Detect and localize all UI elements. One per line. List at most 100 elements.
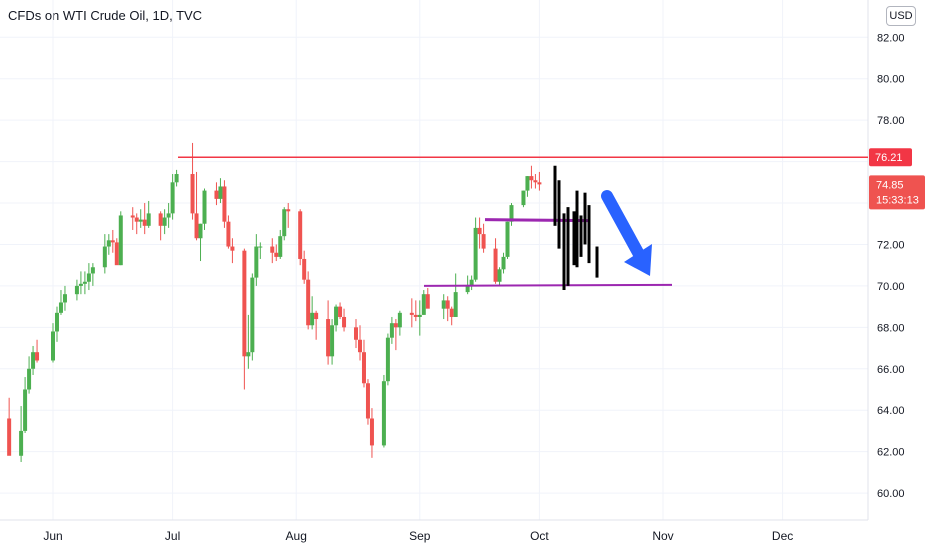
candle: [158, 211, 163, 241]
candle-body: [242, 250, 247, 357]
candle: [194, 171, 199, 241]
candle-body: [274, 252, 279, 257]
candle-body: [413, 314, 418, 317]
y-tick-label: 62.00: [877, 447, 905, 459]
candle: [278, 229, 283, 259]
candle: [425, 287, 430, 309]
candle: [142, 203, 147, 235]
countdown-label: 15:33:13: [876, 194, 919, 206]
candle: [481, 223, 486, 253]
candle-body: [389, 323, 394, 338]
candle-body: [134, 217, 139, 222]
candle: [338, 302, 343, 320]
candle: [51, 323, 55, 363]
candle: [286, 203, 291, 228]
candle-body: [501, 256, 506, 270]
candle: [525, 176, 530, 197]
arrow-shaft: [601, 190, 647, 264]
candle-body: [298, 211, 303, 259]
candle: [218, 178, 223, 204]
x-tick-label: Jun: [43, 529, 62, 543]
candle: [106, 234, 111, 255]
candle-body: [54, 312, 59, 332]
y-tick-label: 80.00: [877, 74, 905, 86]
x-tick-label: Nov: [652, 529, 673, 543]
candle-body: [218, 186, 223, 199]
candle: [246, 314, 251, 369]
candle: [357, 325, 362, 361]
candle-body: [505, 221, 510, 257]
candle: [493, 238, 498, 284]
candle-body: [130, 215, 135, 218]
y-tick-label: 68.00: [877, 322, 905, 334]
candle-body: [51, 331, 55, 361]
candle: [82, 271, 87, 295]
candle-body: [170, 182, 175, 214]
candle: [222, 180, 227, 228]
support-upper-line: [484, 218, 590, 223]
candle: [282, 207, 287, 241]
candle-body: [23, 389, 28, 431]
y-tick-label: 72.00: [877, 239, 905, 251]
candle-body: [270, 246, 275, 253]
candle: [166, 203, 171, 228]
candle: [90, 263, 95, 286]
candle-body: [509, 205, 514, 222]
y-tick-label: 78.00: [877, 115, 905, 127]
candle: [393, 319, 398, 351]
candle: [174, 169, 179, 187]
candle-body: [118, 215, 123, 266]
currency-button[interactable]: USD: [886, 6, 916, 26]
candle: [226, 215, 231, 249]
candle-body: [469, 279, 474, 286]
candle-body: [74, 285, 79, 295]
candle: [501, 252, 506, 274]
candle-body: [326, 319, 331, 357]
candle: [314, 310, 319, 340]
candle-body: [481, 234, 486, 249]
candle-body: [397, 312, 402, 328]
price-axis[interactable]: 82.0080.0078.0076.0074.0072.0070.0068.00…: [877, 32, 905, 500]
candle-body: [354, 327, 359, 340]
candle-body: [190, 174, 195, 214]
y-tick-label: 60.00: [877, 488, 905, 500]
candle: [118, 211, 123, 266]
candle-body: [361, 352, 366, 384]
candle-body: [114, 242, 119, 266]
candle: [469, 275, 474, 291]
candle-body: [286, 209, 291, 212]
candle-body: [138, 219, 143, 222]
resistance-price-label: 76.21: [875, 152, 903, 164]
candle: [250, 273, 255, 361]
candle-body: [258, 246, 263, 248]
candle-body: [246, 352, 251, 357]
candle-body: [525, 176, 530, 191]
candle: [23, 377, 28, 433]
candle: [537, 171, 542, 191]
candle-body: [214, 190, 219, 199]
candle-body: [529, 176, 534, 181]
candle: [529, 165, 534, 189]
candle: [497, 267, 502, 286]
x-tick-label: Oct: [530, 529, 549, 543]
candle: [138, 209, 143, 228]
candle-body: [381, 381, 386, 446]
x-tick-label: Dec: [772, 529, 793, 543]
candle: [381, 374, 386, 448]
last-price-label: 74.85: [876, 179, 904, 191]
candle: [441, 294, 446, 320]
candle: [230, 238, 235, 264]
x-tick-label: Aug: [286, 529, 307, 543]
grid-lines: [0, 0, 868, 520]
time-axis[interactable]: Jun Jul Aug Sep Oct Nov Dec: [43, 529, 793, 543]
candle-body: [226, 221, 231, 247]
y-tick-label: 82.00: [877, 32, 905, 44]
candle-body: [302, 258, 307, 280]
candle-body: [449, 308, 454, 317]
candle: [397, 310, 402, 336]
candle: [270, 238, 275, 264]
candle: [477, 217, 482, 249]
y-tick-label: 70.00: [877, 281, 905, 293]
candle: [445, 296, 450, 322]
